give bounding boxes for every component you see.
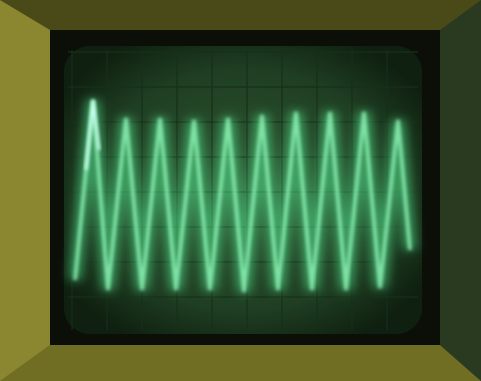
bezel-top — [0, 0, 481, 30]
bezel-bottom — [0, 345, 481, 381]
bezel-left — [0, 0, 50, 381]
bezel-right — [440, 0, 481, 381]
oscilloscope-photo — [0, 0, 481, 381]
